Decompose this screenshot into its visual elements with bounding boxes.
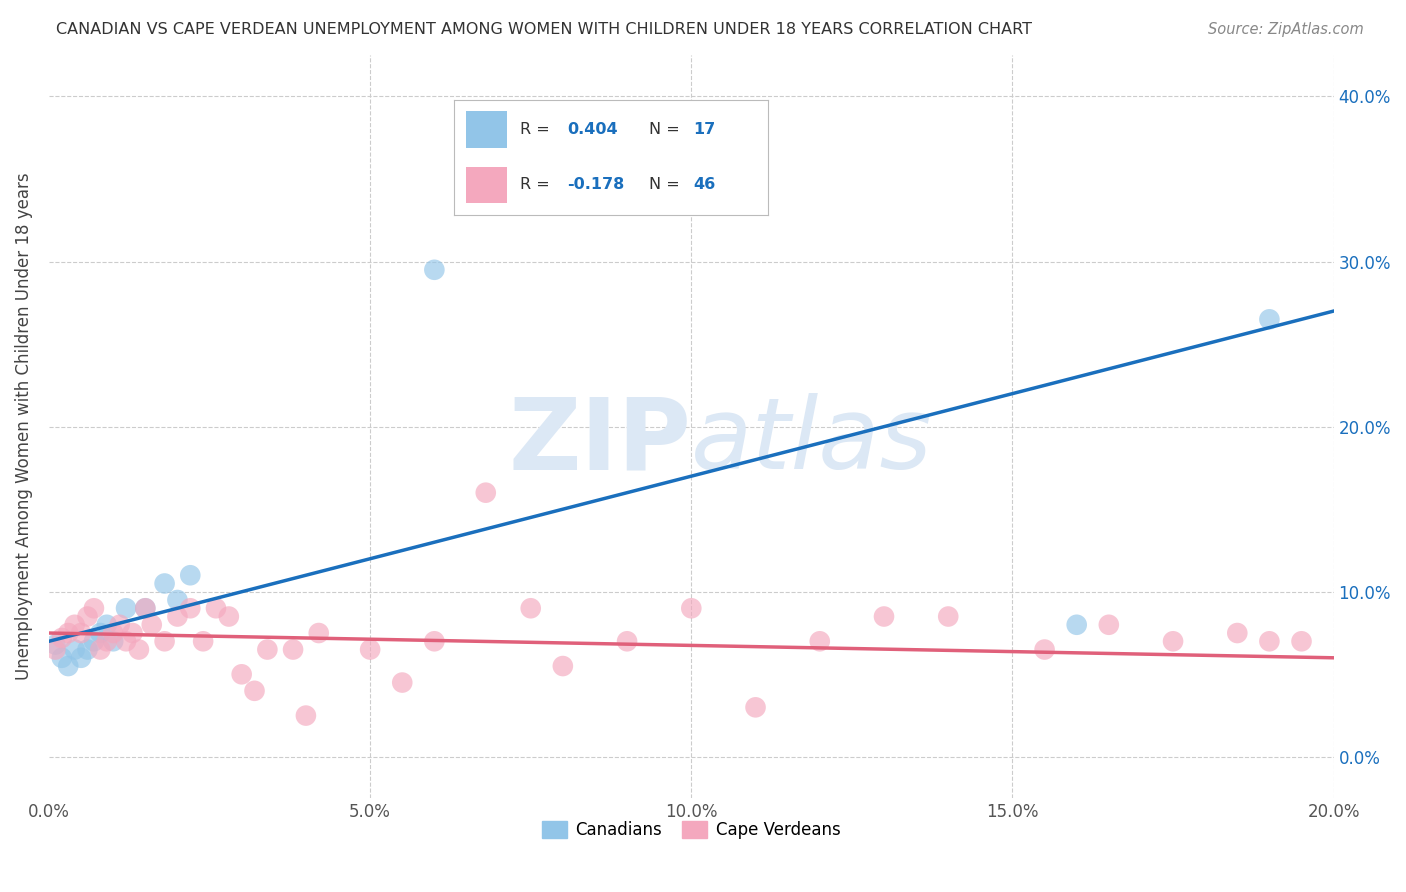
Point xyxy=(58,659,80,673)
Point xyxy=(616,634,638,648)
Point xyxy=(391,675,413,690)
Point xyxy=(153,634,176,648)
Point xyxy=(218,609,240,624)
Legend: Canadians, Cape Verdeans: Canadians, Cape Verdeans xyxy=(536,814,846,846)
Point xyxy=(121,626,143,640)
Text: ZIP: ZIP xyxy=(509,393,692,490)
Point xyxy=(191,634,214,648)
Point xyxy=(808,634,831,648)
Point xyxy=(1161,634,1184,648)
Text: Source: ZipAtlas.com: Source: ZipAtlas.com xyxy=(1208,22,1364,37)
Point xyxy=(89,626,111,640)
Point xyxy=(153,576,176,591)
Point xyxy=(76,642,98,657)
Point xyxy=(359,642,381,657)
Point xyxy=(58,626,80,640)
Point xyxy=(96,634,118,648)
Point xyxy=(70,626,93,640)
Point xyxy=(423,262,446,277)
Point xyxy=(583,180,606,194)
Point xyxy=(70,650,93,665)
Point xyxy=(1258,312,1281,326)
Point xyxy=(103,626,125,640)
Point xyxy=(681,601,703,615)
Point xyxy=(256,642,278,657)
Point xyxy=(179,601,201,615)
Text: CANADIAN VS CAPE VERDEAN UNEMPLOYMENT AMONG WOMEN WITH CHILDREN UNDER 18 YEARS C: CANADIAN VS CAPE VERDEAN UNEMPLOYMENT AM… xyxy=(56,22,1032,37)
Text: atlas: atlas xyxy=(692,393,934,490)
Point xyxy=(281,642,304,657)
Point xyxy=(1226,626,1249,640)
Point xyxy=(1291,634,1313,648)
Point xyxy=(1066,617,1088,632)
Point xyxy=(51,631,73,645)
Point xyxy=(166,609,188,624)
Point xyxy=(108,617,131,632)
Point xyxy=(295,708,318,723)
Point xyxy=(89,642,111,657)
Point xyxy=(115,601,138,615)
Y-axis label: Unemployment Among Women with Children Under 18 years: Unemployment Among Women with Children U… xyxy=(15,173,32,681)
Point xyxy=(936,609,959,624)
Point xyxy=(96,617,118,632)
Point xyxy=(1033,642,1056,657)
Point xyxy=(231,667,253,681)
Point xyxy=(128,642,150,657)
Point xyxy=(1258,634,1281,648)
Point xyxy=(519,601,541,615)
Point xyxy=(474,485,496,500)
Point xyxy=(51,650,73,665)
Point xyxy=(83,634,105,648)
Point xyxy=(76,609,98,624)
Point xyxy=(243,683,266,698)
Point xyxy=(141,617,163,632)
Point xyxy=(1098,617,1121,632)
Point xyxy=(308,626,330,640)
Point xyxy=(166,593,188,607)
Point xyxy=(873,609,896,624)
Point xyxy=(744,700,766,714)
Point xyxy=(423,634,446,648)
Point xyxy=(134,601,156,615)
Point xyxy=(103,634,125,648)
Point xyxy=(44,642,66,657)
Point xyxy=(63,642,86,657)
Point xyxy=(205,601,228,615)
Point xyxy=(179,568,201,582)
Point xyxy=(551,659,574,673)
Point xyxy=(44,638,66,652)
Point xyxy=(63,617,86,632)
Point xyxy=(83,601,105,615)
Point xyxy=(115,634,138,648)
Point xyxy=(134,601,156,615)
